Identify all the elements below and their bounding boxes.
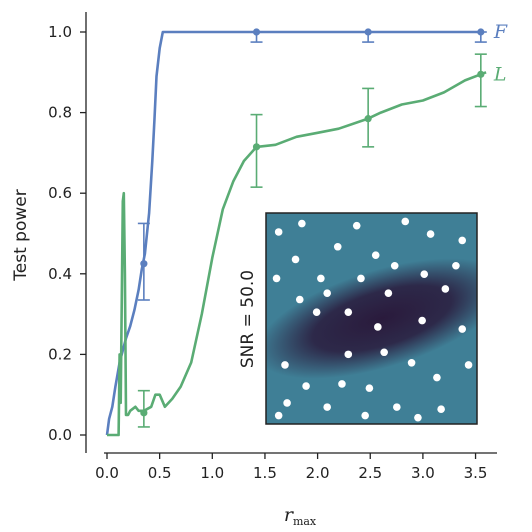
inset-dot (357, 274, 365, 283)
y-ticks: 0.0 0.2 0.4 0.6 0.8 1.0 (48, 23, 86, 444)
inset-dot (274, 228, 283, 236)
data-point (140, 260, 148, 268)
inset-dot (407, 359, 416, 367)
inset-dot (371, 251, 380, 259)
x-tick-label: 1.5 (253, 464, 277, 482)
data-point (140, 409, 148, 417)
inset-dot (380, 348, 388, 357)
y-tick-label: 0.0 (48, 426, 72, 444)
inset-dot (302, 382, 310, 390)
x-tick-label: 1.0 (200, 464, 224, 482)
inset-dot (458, 236, 467, 245)
data-point (364, 115, 372, 123)
data-point (252, 143, 261, 151)
inset-dot (298, 219, 306, 228)
inset-dot (393, 403, 401, 411)
y-axis: 0.0 0.2 0.4 0.6 0.8 1.0 Test power (11, 12, 87, 453)
inset-dot (272, 274, 281, 283)
inset-dot (295, 295, 304, 304)
x-axis-label: rmax (284, 504, 317, 528)
series-L: L (107, 53, 507, 437)
data-point (477, 28, 485, 36)
inset-dot (414, 413, 422, 422)
inset-dot (452, 261, 460, 270)
x-tick-label: 2.0 (306, 464, 330, 482)
inset-dot (464, 361, 473, 369)
x-tick-label: 0.0 (95, 464, 119, 482)
inset-dot (274, 411, 283, 420)
inset-dot (344, 350, 353, 359)
x-tick-label: 3.0 (411, 464, 435, 482)
inset-snr-label: SNR = 50.0 (238, 270, 258, 368)
inset-dot (361, 411, 369, 420)
plot-area: FL (105, 21, 508, 437)
inset-dot (281, 361, 289, 369)
x-axis: 0.0 0.5 1.0 1.5 2.0 2.5 3.0 3.5 rmax (95, 452, 497, 528)
series-line-F (105, 30, 481, 436)
inset-dot (352, 221, 361, 230)
y-tick-label: 0.6 (48, 184, 72, 202)
inset-dot (291, 255, 300, 264)
series-F: F (105, 21, 508, 436)
inset-dot (420, 270, 429, 278)
inset-dot (458, 325, 467, 333)
inset-dot (338, 380, 346, 388)
inset-dot (384, 289, 393, 297)
inset-dot (323, 403, 331, 411)
series-line-L (107, 71, 487, 437)
inset-dot (365, 384, 374, 392)
y-tick-label: 0.4 (48, 265, 72, 283)
inset-heatmap: SNR = 50.0 (238, 212, 478, 425)
inset-dot (418, 316, 426, 325)
inset-dot (390, 261, 399, 270)
y-axis-label: Test power (11, 189, 31, 281)
inset-dot (317, 274, 325, 283)
inset-dot (283, 399, 291, 407)
y-tick-label: 0.8 (48, 104, 72, 122)
x-tick-label: 2.5 (358, 464, 382, 482)
x-tick-label: 3.5 (464, 464, 488, 482)
inset-dot (401, 217, 410, 226)
x-ticks: 0.0 0.5 1.0 1.5 2.0 2.5 3.0 3.5 (95, 453, 487, 482)
legend-label-L: L (493, 63, 507, 85)
inset-dot (374, 323, 382, 331)
data-point (364, 28, 372, 36)
inset-dot (333, 242, 342, 251)
data-point (477, 70, 485, 78)
inset-dot (426, 230, 435, 238)
inset-dot (441, 285, 450, 293)
inset-dot (312, 308, 321, 316)
inset-dot (344, 308, 353, 316)
x-tick-label: 0.5 (148, 464, 172, 482)
legend-label-F: F (493, 21, 508, 43)
y-tick-label: 0.2 (48, 345, 72, 363)
inset-dot (437, 405, 445, 414)
data-point (252, 28, 261, 36)
inset-dot (433, 373, 441, 382)
inset-frame (265, 212, 478, 425)
inset-dot (323, 289, 331, 297)
y-tick-label: 1.0 (48, 23, 72, 41)
